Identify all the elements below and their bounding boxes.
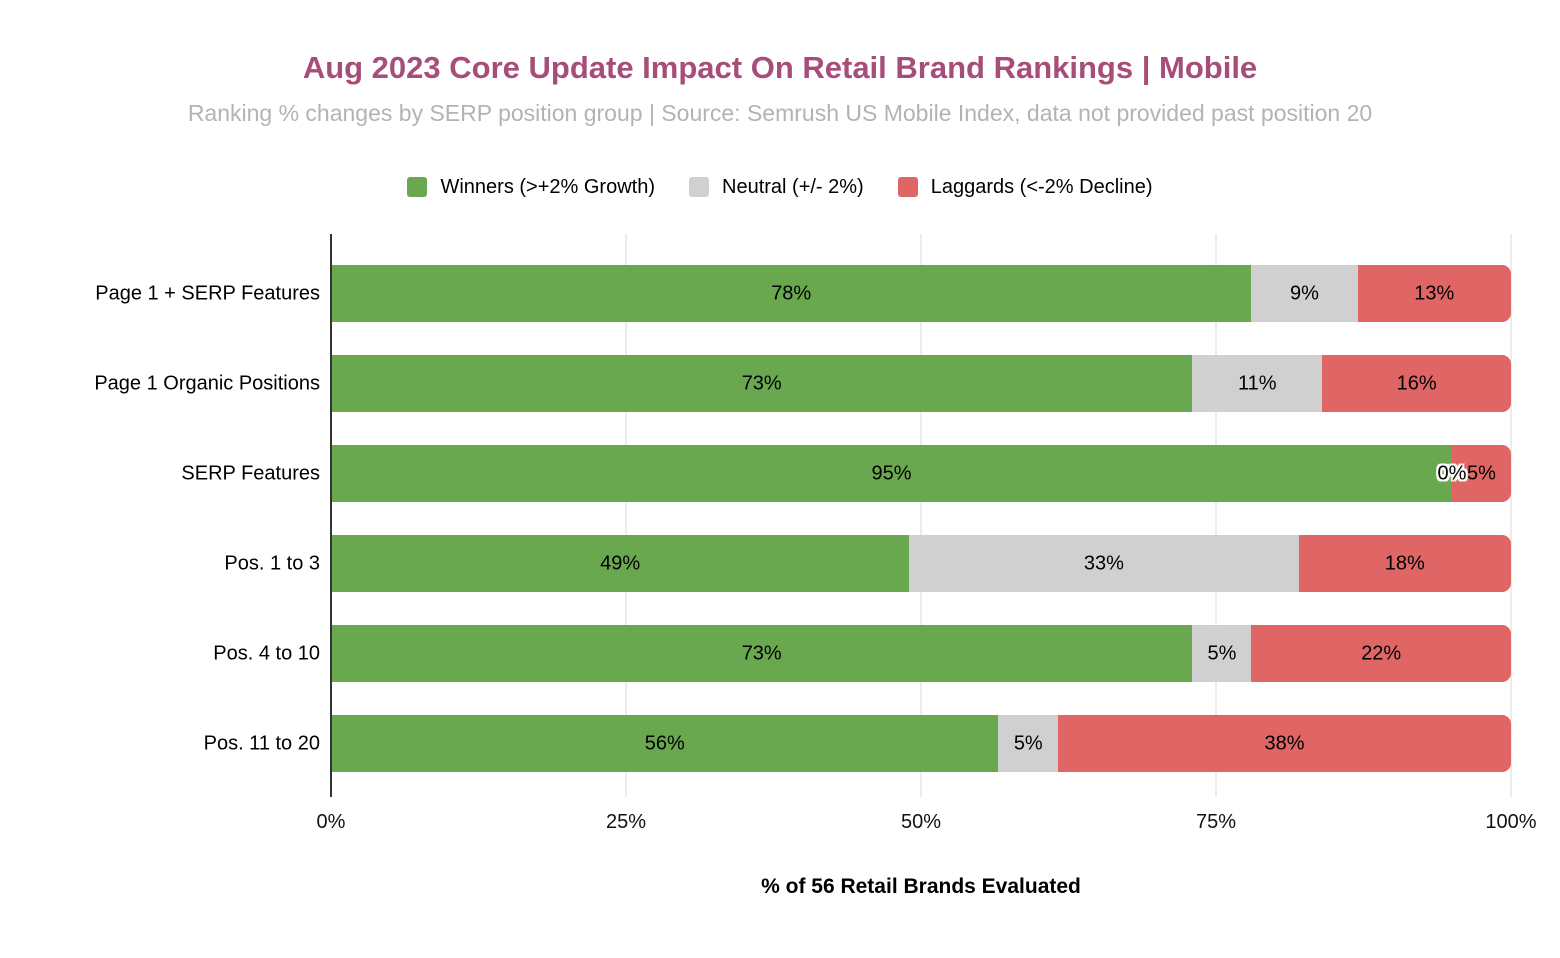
bar-segment-label: 95% [871, 462, 912, 485]
bar-segment-label: 78% [771, 282, 812, 305]
gridline [1215, 234, 1217, 798]
bar-segment: 16% [1322, 355, 1511, 413]
plot-area: 78% 9% 13% 73% 11% 16% 95% 0% 5% 49% 33% 18% 73% 5% 22… [330, 234, 1512, 798]
legend-item-0: Winners (>+2% Growth) [407, 176, 655, 199]
bar-segment: 5% [1452, 445, 1511, 503]
x-axis: 0% 25% 50% 75% 100% [317, 797, 1537, 841]
bar-segment: 5% [1192, 625, 1252, 683]
y-axis-label: Pos. 4 to 10 [213, 642, 320, 665]
bar-segment-label: 49% [600, 552, 641, 575]
y-axis-label: Pos. 1 to 3 [224, 552, 320, 575]
bar-row: 49% 33% 18% [331, 535, 1512, 593]
bar-segment: 38% [1058, 715, 1511, 773]
bar-segment-label: 22% [1361, 642, 1402, 665]
legend-swatch-icon [407, 177, 428, 198]
legend-swatch-icon [897, 177, 918, 198]
bar-segment-label: 5% [1013, 732, 1043, 755]
bar-segment: 56% [331, 715, 999, 773]
gridline [920, 234, 922, 798]
bar-segment: 13% [1357, 265, 1512, 323]
page-subtitle: Ranking % changes by SERP position group… [187, 99, 1373, 126]
legend: Winners (>+2% Growth) Neutral (+/- 2%) Lag… [0, 175, 1560, 199]
bar-segment-label: 13% [1414, 282, 1455, 305]
bar-segment: 78% [331, 265, 1252, 323]
bar-segment: 95% [331, 445, 1452, 503]
bar-row: 56% 5% 38% [331, 715, 1511, 773]
y-axis-label: Page 1 + SERP Features [95, 282, 320, 305]
bar-row: 73% 5% 22% [331, 625, 1511, 683]
y-axis-line [330, 234, 332, 798]
bar-segment-label: 73% [741, 372, 782, 395]
gridline [625, 234, 627, 798]
legend-swatch-icon [689, 177, 709, 198]
bar-segment: 73% [331, 355, 1193, 413]
x-tick-label: 50% [900, 811, 942, 834]
bar-segment: 49% [331, 535, 910, 593]
bar-segment-label: 9% [1290, 282, 1319, 305]
bar-segment-label: 0% [1437, 462, 1467, 485]
bar-segment-label: 33% [1083, 552, 1124, 575]
bar-segment-label: 5% [1207, 642, 1237, 665]
legend-label: Winners (>+2% Growth) [440, 175, 655, 198]
bar-segment: 22% [1251, 625, 1511, 683]
bar-segment-label: 18% [1384, 552, 1425, 575]
y-axis-label: Pos. 11 to 20 [203, 732, 320, 755]
legend-item-1: Neutral (+/- 2%) [689, 176, 864, 199]
x-axis-title: % of 56 Retail Brands Evaluated [761, 875, 1081, 899]
bar-segment-label: 16% [1396, 372, 1437, 395]
bar-segment-label: 38% [1264, 732, 1305, 755]
x-tick-label: 25% [605, 811, 647, 834]
gridline [1510, 234, 1512, 798]
page-title: Aug 2023 Core Update Impact On Retail Br… [302, 50, 1258, 85]
bar-segment-label: 73% [741, 642, 782, 665]
bar-segment: 33% [909, 535, 1299, 593]
bar-segment: 11% [1192, 355, 1323, 413]
chart-area: 78% 9% 13% 73% 11% 16% 95% 0% 5% 49% 33% 18% 73% 5% 22… [0, 234, 1560, 798]
legend-label: Neutral (+/- 2%) [722, 175, 864, 198]
bar-segment: 5% [998, 715, 1059, 773]
bar-row: 95% 0% 5% [331, 445, 1511, 503]
bar-segment: 73% [331, 625, 1193, 683]
legend-item-2: Laggards (<-2% Decline) [897, 175, 1153, 199]
legend-label: Laggards (<-2% Decline) [930, 175, 1153, 198]
bar-row: 78% 9% 13% [331, 265, 1512, 323]
x-tick-label: 75% [1195, 811, 1237, 834]
y-axis-label: Page 1 Organic Positions [94, 372, 320, 395]
x-tick-label: 0% [316, 811, 346, 834]
bar-segment: 18% [1298, 535, 1512, 593]
y-axis-label: SERP Features [181, 462, 320, 485]
bar-segment-label: 56% [644, 732, 685, 755]
x-tick-label: 100% [1485, 811, 1537, 834]
bar-segment-label: 11% [1238, 372, 1277, 395]
bar-row: 73% 11% 16% [331, 355, 1511, 413]
bar-segment: 9% [1251, 265, 1358, 323]
bar-segment-label: 5% [1467, 462, 1496, 485]
